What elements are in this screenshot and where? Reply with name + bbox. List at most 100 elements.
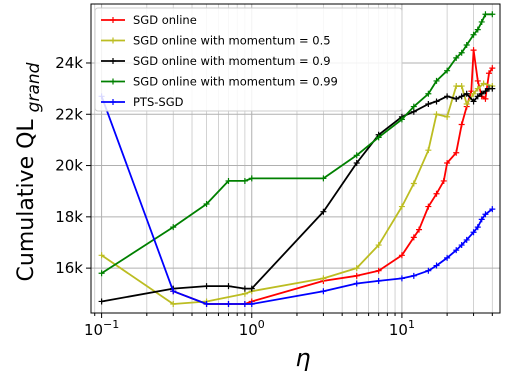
data-point bbox=[485, 70, 492, 77]
data-point bbox=[470, 31, 477, 38]
data-point bbox=[320, 288, 327, 295]
data-point bbox=[470, 98, 477, 105]
legend-label: SGD online with momentum = 0.9 bbox=[133, 54, 331, 68]
legend-swatch-marker bbox=[110, 37, 116, 44]
data-point bbox=[353, 159, 360, 166]
y-tick-label: 20k bbox=[55, 157, 83, 175]
data-point bbox=[425, 267, 432, 274]
data-point bbox=[375, 242, 382, 249]
data-point bbox=[375, 267, 382, 274]
x-tick-label: 10−1 bbox=[84, 318, 119, 339]
data-point bbox=[170, 224, 177, 231]
data-point bbox=[458, 121, 465, 128]
data-point bbox=[444, 93, 451, 100]
data-point bbox=[225, 301, 232, 308]
data-point bbox=[489, 206, 496, 213]
data-point bbox=[241, 177, 248, 184]
data-point bbox=[444, 254, 451, 261]
data-point bbox=[248, 301, 255, 308]
axes-frame bbox=[90, 3, 501, 314]
data-point bbox=[398, 275, 405, 282]
data-point bbox=[410, 234, 417, 241]
data-point bbox=[474, 93, 481, 100]
x-tick-label-base: 10 bbox=[389, 321, 408, 339]
x-tick-label-base: 10 bbox=[239, 321, 258, 339]
data-point bbox=[98, 298, 105, 305]
legend-item: SGD online with momentum = 0.5 bbox=[101, 34, 331, 48]
series bbox=[98, 11, 496, 277]
data-point bbox=[474, 85, 481, 92]
data-point bbox=[320, 208, 327, 215]
data-point bbox=[458, 83, 465, 90]
data-point bbox=[170, 288, 177, 295]
plot-area bbox=[98, 11, 496, 308]
data-point bbox=[444, 67, 451, 74]
legend-swatch-marker bbox=[110, 58, 116, 64]
data-point bbox=[482, 95, 489, 102]
data-point bbox=[433, 111, 440, 118]
data-point bbox=[410, 180, 417, 187]
data-point bbox=[433, 98, 440, 105]
x-tick-label: 101 bbox=[389, 318, 415, 339]
data-point bbox=[470, 90, 477, 97]
data-point bbox=[463, 90, 470, 97]
data-point bbox=[482, 11, 489, 18]
y-tick-label: 24k bbox=[55, 54, 83, 72]
data-point bbox=[241, 290, 248, 297]
data-point bbox=[241, 285, 248, 292]
series bbox=[98, 93, 496, 308]
data-point bbox=[375, 277, 382, 284]
series-line bbox=[101, 13, 493, 275]
legend-label: SGD online with momentum = 0.5 bbox=[133, 34, 331, 48]
legend-label: SGD online bbox=[133, 13, 197, 27]
data-point bbox=[203, 201, 210, 208]
data-point bbox=[433, 262, 440, 269]
data-point bbox=[225, 177, 232, 184]
data-point bbox=[480, 80, 487, 87]
legend-item: SGD online bbox=[101, 13, 197, 27]
data-point bbox=[353, 272, 360, 279]
x-axis-label: η bbox=[295, 344, 310, 372]
data-point bbox=[478, 18, 485, 25]
data-point bbox=[416, 226, 423, 233]
legend-label: SGD online with momentum = 0.99 bbox=[133, 75, 338, 89]
data-point bbox=[433, 77, 440, 84]
data-point bbox=[489, 11, 496, 18]
data-point bbox=[474, 26, 481, 33]
legend-item: SGD online with momentum = 0.9 bbox=[101, 54, 331, 68]
legend-swatch-marker bbox=[110, 78, 116, 85]
y-tick-label: 18k bbox=[55, 208, 83, 226]
data-point bbox=[453, 149, 460, 156]
y-tick-label: 22k bbox=[55, 105, 83, 123]
data-point bbox=[410, 272, 417, 279]
data-point bbox=[225, 283, 232, 290]
data-point bbox=[353, 265, 360, 272]
data-point bbox=[463, 236, 470, 243]
data-point bbox=[489, 85, 496, 92]
y-tick-label: 16k bbox=[55, 259, 83, 277]
data-point bbox=[474, 224, 481, 231]
data-point bbox=[398, 116, 405, 123]
data-point bbox=[353, 152, 360, 159]
data-point bbox=[482, 88, 489, 95]
data-point bbox=[489, 65, 496, 72]
data-point bbox=[410, 103, 417, 110]
data-point bbox=[98, 270, 105, 277]
series-line bbox=[100, 95, 493, 305]
data-point bbox=[458, 49, 465, 56]
data-point bbox=[453, 95, 460, 102]
x-tick-label-base: 10 bbox=[84, 321, 103, 339]
data-point bbox=[470, 229, 477, 236]
data-point bbox=[453, 54, 460, 61]
data-point bbox=[440, 177, 447, 184]
data-point bbox=[482, 211, 489, 218]
data-point bbox=[474, 77, 481, 84]
data-point bbox=[433, 190, 440, 197]
data-point bbox=[98, 252, 105, 259]
data-point bbox=[444, 113, 451, 120]
data-point bbox=[478, 90, 485, 97]
data-point bbox=[375, 134, 382, 141]
data-point bbox=[458, 242, 465, 249]
data-point bbox=[453, 83, 460, 90]
